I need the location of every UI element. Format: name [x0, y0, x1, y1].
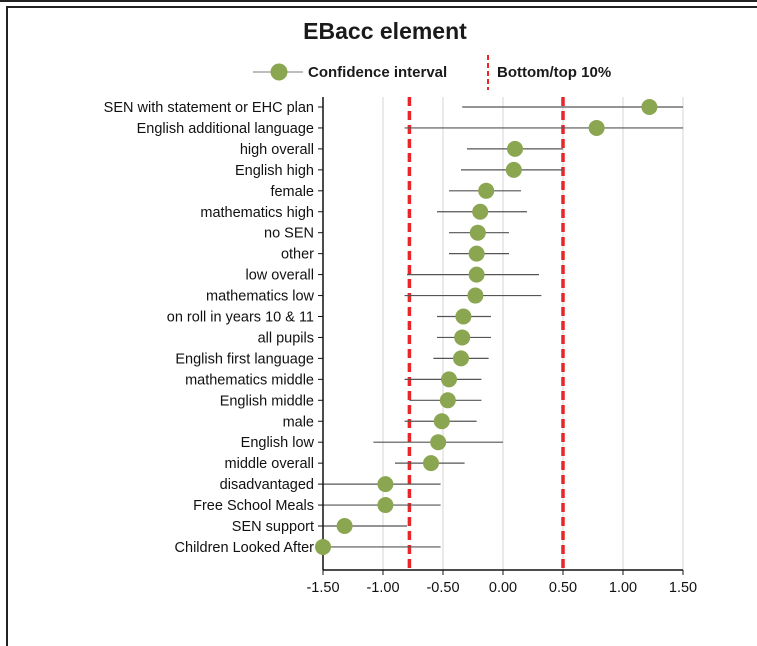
chart-svg: Confidence interval Bottom/top 10% SEN wi… — [104, 55, 697, 596]
x-tick-label: 0.00 — [489, 580, 517, 596]
category-label: low overall — [246, 268, 315, 284]
x-tick-label: 1.00 — [609, 580, 637, 596]
grid — [382, 97, 684, 570]
data-point — [472, 203, 489, 220]
category-labels: SEN with statement or EHC plan English ad… — [104, 100, 315, 556]
x-tick-label: 1.50 — [669, 580, 697, 596]
data-point — [467, 287, 484, 304]
category-label: no SEN — [264, 226, 314, 242]
data-points — [315, 99, 658, 555]
category-label: English first language — [175, 351, 314, 367]
data-point — [455, 308, 472, 325]
legend-point-swatch — [270, 63, 288, 81]
data-point — [468, 245, 485, 262]
category-label: high overall — [240, 142, 314, 158]
x-tick-label: 0.50 — [549, 580, 577, 596]
x-tick-label: -1.00 — [366, 580, 399, 596]
category-label: English middle — [220, 393, 314, 409]
top-border — [0, 0, 757, 2]
axes — [318, 97, 683, 571]
category-label: SEN support — [232, 519, 314, 535]
x-tick-label: -1.50 — [306, 580, 339, 596]
category-label: Free School Meals — [193, 498, 314, 514]
data-point — [433, 413, 450, 430]
category-label: on roll in years 10 & 11 — [167, 310, 314, 326]
data-point — [441, 371, 457, 388]
category-label: English low — [241, 435, 315, 451]
category-label: disadvantaged — [220, 477, 314, 493]
reference-lines — [407, 97, 565, 570]
data-point — [423, 455, 439, 472]
data-point — [588, 119, 605, 136]
legend-label-bottom-top: Bottom/top 10% — [497, 64, 611, 81]
category-label: Children Looked After — [175, 540, 315, 556]
data-point — [641, 99, 658, 115]
data-point — [478, 182, 495, 199]
data-point — [468, 266, 485, 283]
category-label: English additional language — [137, 121, 314, 137]
chart-title: EBacc element — [303, 18, 467, 44]
category-label: all pupils — [258, 330, 314, 346]
x-tick-label: -0.50 — [426, 580, 459, 596]
x-ticks: -1.50 -1.00 -0.50 0.00 0.50 1.00 1.50 — [306, 570, 697, 596]
data-point — [377, 497, 394, 514]
legend-label-confidence-interval: Confidence interval — [308, 64, 447, 81]
category-label: SEN with statement or EHC plan — [104, 100, 314, 116]
category-label: middle overall — [225, 456, 314, 472]
data-point — [377, 476, 394, 493]
category-label: mathematics middle — [185, 372, 314, 388]
legend: Confidence interval Bottom/top 10% — [253, 55, 611, 90]
category-label: other — [281, 247, 314, 263]
category-label: mathematics low — [206, 289, 315, 305]
data-point — [505, 161, 522, 178]
data-point — [315, 538, 331, 555]
data-point — [336, 518, 353, 534]
category-label: male — [283, 414, 314, 430]
data-point — [439, 392, 456, 409]
data-point — [454, 329, 471, 346]
chart-frame — [6, 6, 757, 646]
category-label: mathematics high — [200, 205, 314, 221]
category-label: female — [270, 184, 314, 200]
data-point — [507, 140, 523, 157]
data-point — [430, 434, 447, 451]
data-point — [453, 350, 469, 367]
category-label: English high — [235, 163, 314, 179]
data-point — [469, 224, 486, 241]
